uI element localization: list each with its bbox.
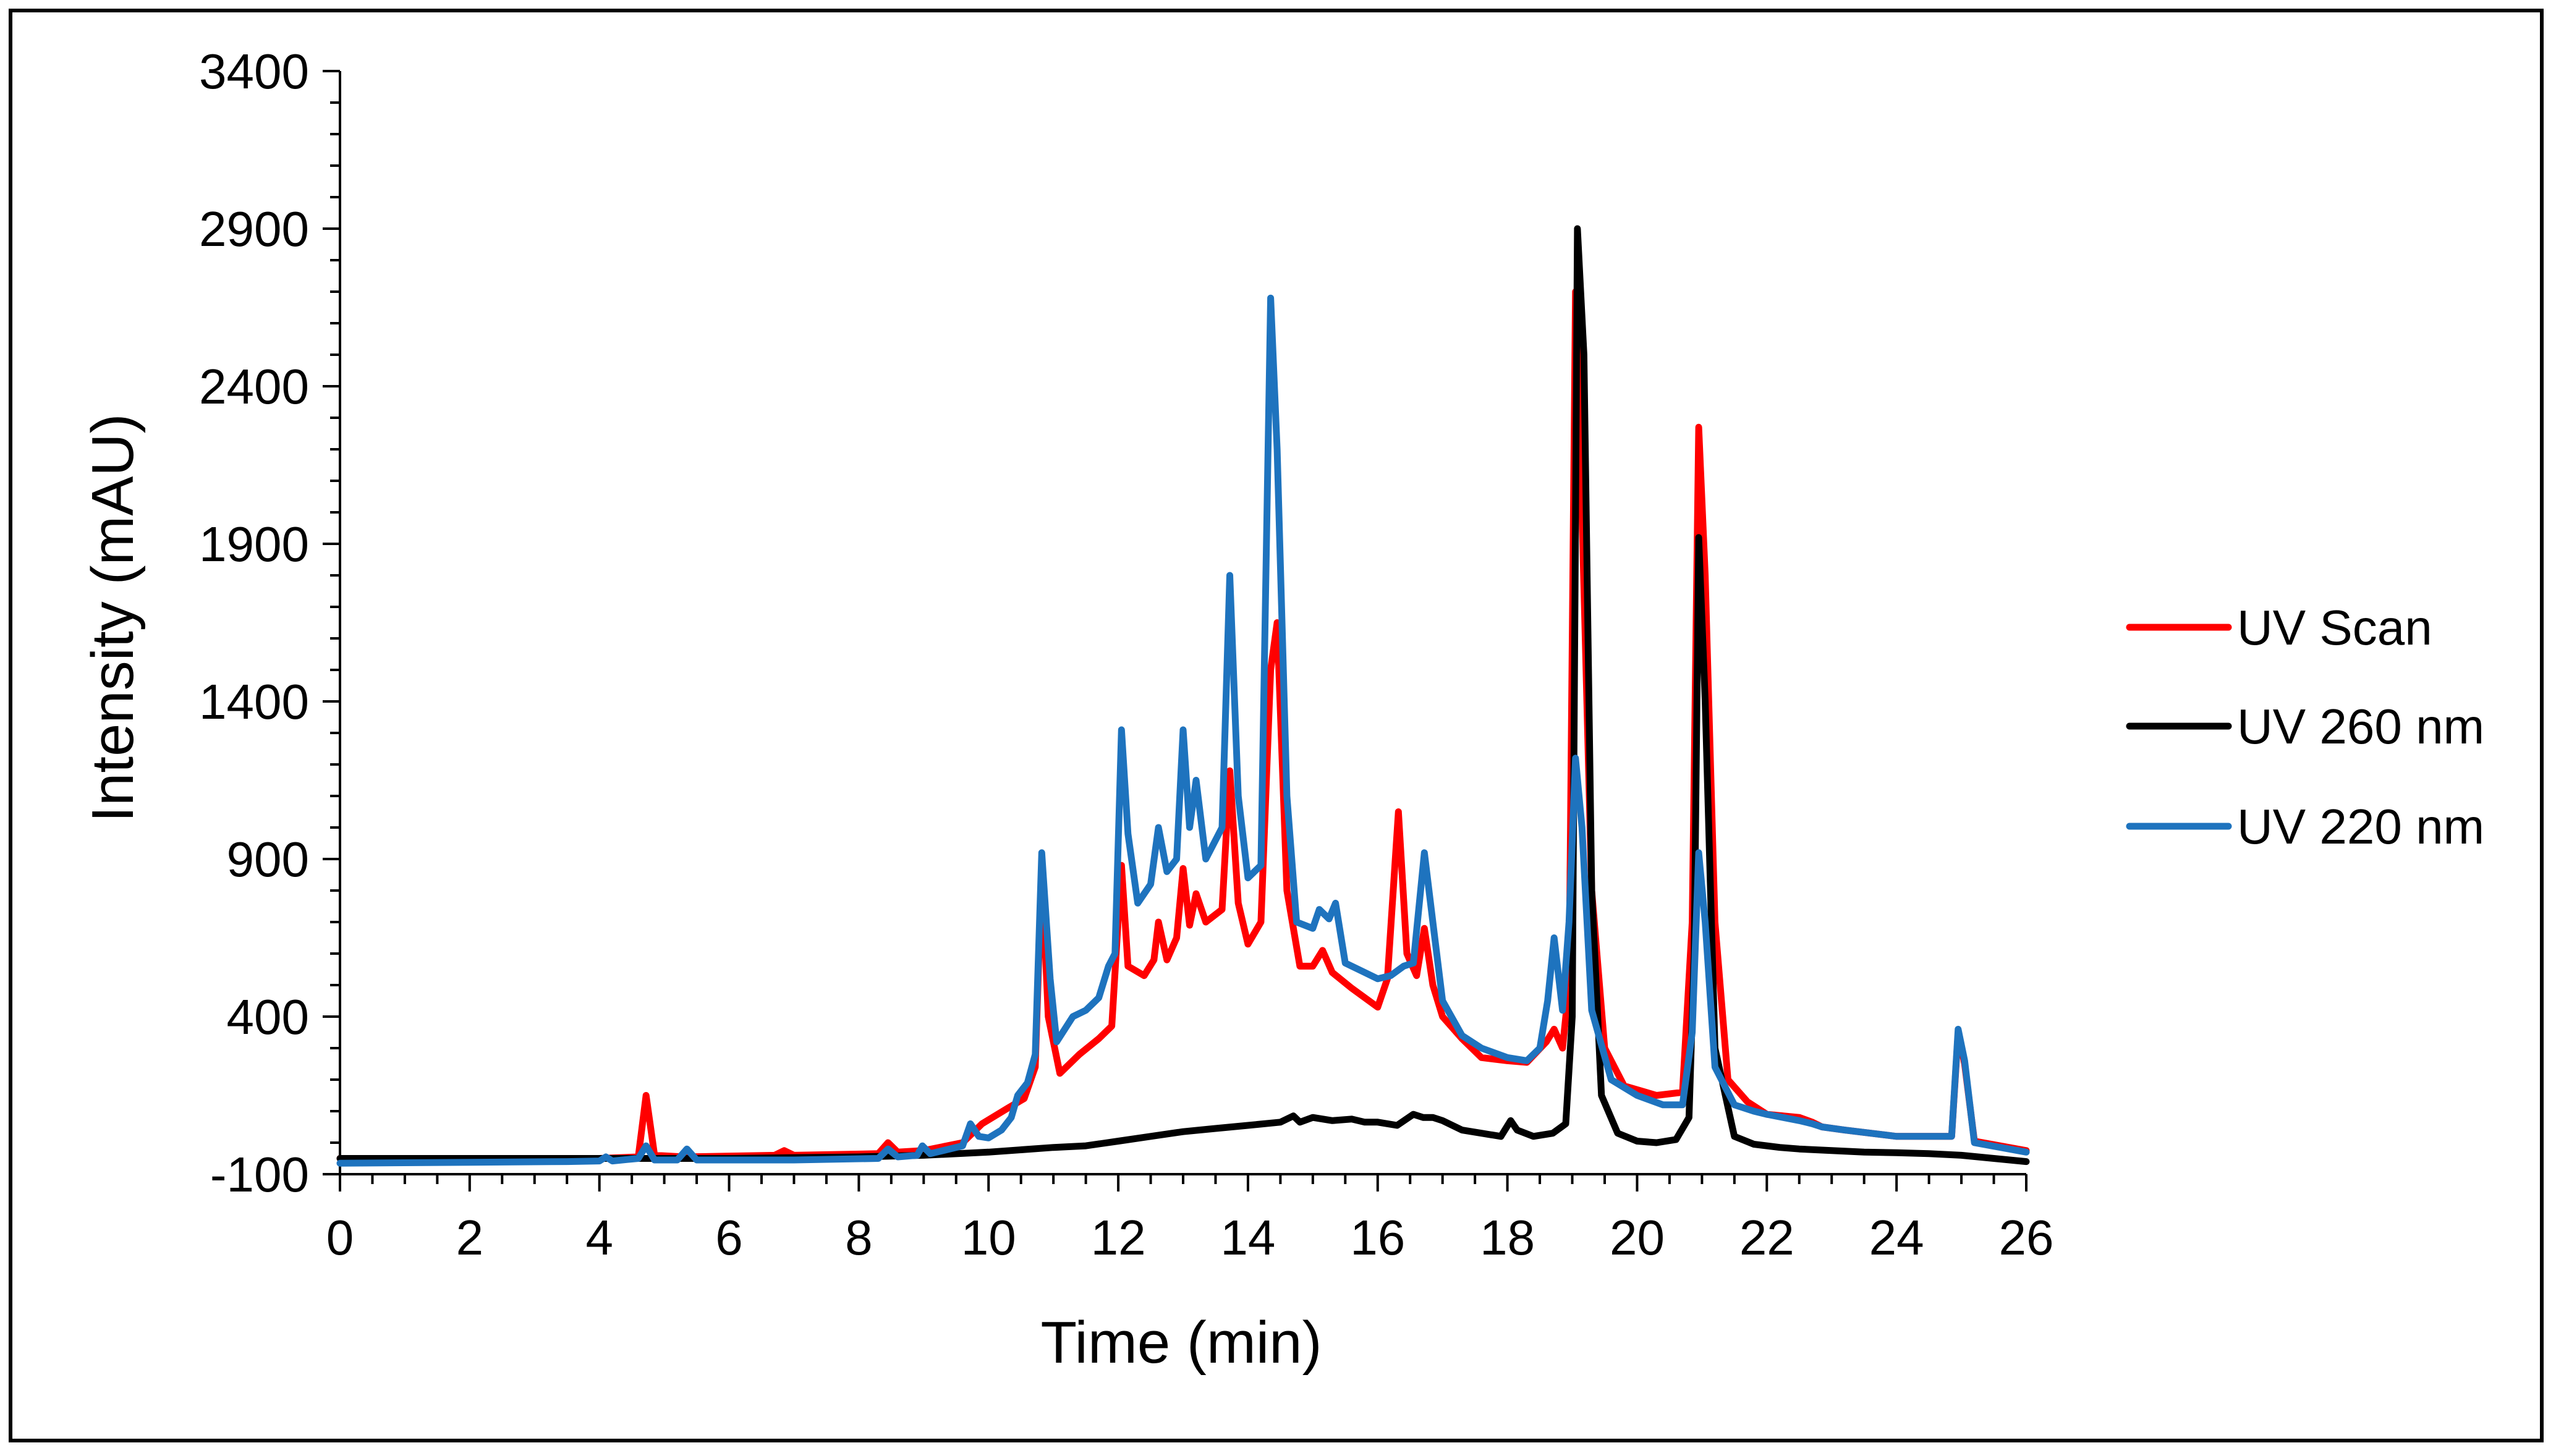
y-tick-label: 1900 <box>199 517 309 572</box>
series-lines <box>336 225 2030 1167</box>
x-tick-label: 2 <box>456 1210 484 1265</box>
x-axis-title: Time (min) <box>1040 1310 1322 1376</box>
x-tick-label: 16 <box>1350 1210 1405 1265</box>
x-tick-label: 14 <box>1220 1210 1275 1265</box>
x-tick-label: 12 <box>1091 1210 1146 1265</box>
x-tick-label: 6 <box>715 1210 743 1265</box>
legend-label: UV Scan <box>2237 600 2432 655</box>
y-tick-label: 900 <box>227 832 309 887</box>
x-tick-label: 20 <box>1610 1210 1665 1265</box>
y-tick-label: 400 <box>227 989 309 1044</box>
y-tick-label: 2900 <box>199 201 309 256</box>
legend: UV Scan UV 260 nm UV 220 nm <box>2126 600 2484 854</box>
chart-frame <box>9 9 2544 1442</box>
y-tick-label: 1400 <box>199 674 309 729</box>
x-tick-label: 18 <box>1480 1210 1535 1265</box>
y-tick-label: 3400 <box>199 44 309 99</box>
x-tick-label: 8 <box>845 1210 873 1265</box>
legend-label: UV 260 nm <box>2237 699 2484 754</box>
series-line-uv-260-nm <box>336 225 2030 1166</box>
y-tick-label: -100 <box>210 1147 309 1202</box>
y-tick-label: 2400 <box>199 359 309 414</box>
x-tick-label: 0 <box>326 1210 354 1265</box>
y-axis-title: Intensity (mAU) <box>80 413 146 822</box>
x-tick-label: 4 <box>585 1210 613 1265</box>
series-line-uv-scan <box>336 288 2030 1162</box>
x-tick-label: 22 <box>1739 1210 1794 1265</box>
x-tick-label: 24 <box>1869 1210 1924 1265</box>
legend-label: UV 220 nm <box>2237 799 2484 854</box>
x-tick-label: 10 <box>961 1210 1016 1265</box>
x-tick-label: 26 <box>1999 1210 2054 1265</box>
series-line-uv-220-nm <box>336 294 2030 1167</box>
